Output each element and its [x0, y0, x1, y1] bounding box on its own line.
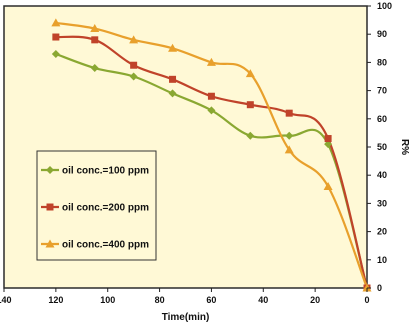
y-tick-label: 20 [377, 227, 387, 237]
data-point-series-1 [90, 64, 99, 73]
y-tick-label: 80 [377, 57, 387, 67]
y-tick-label: 0 [377, 283, 382, 293]
y-axis-title: R% [399, 139, 409, 155]
data-point-series-3 [323, 181, 333, 190]
y-tick-label: 10 [377, 255, 387, 265]
y-tick-label: 30 [377, 198, 387, 208]
data-point-series-3 [206, 57, 216, 66]
legend-swatch-marker [46, 166, 54, 174]
x-tick-label: 0 [364, 295, 369, 305]
series-line-3 [55, 21, 369, 289]
x-tick-label: 140 [0, 295, 12, 305]
x-tick-label: 40 [258, 295, 268, 305]
data-point-series-3 [129, 35, 139, 44]
y-tick-label: 90 [377, 29, 387, 39]
data-point-series-1 [324, 140, 333, 149]
y-tick-label: 100 [377, 1, 392, 11]
data-point-series-2 [207, 92, 215, 100]
y-tick-label: 60 [377, 114, 387, 124]
data-point-series-1 [246, 131, 255, 140]
y-axis-ticks: 0 10 20 30 40 50 60 70 80 90 100 [367, 1, 392, 293]
x-tick-label: 80 [155, 295, 165, 305]
data-point-series-3 [245, 69, 255, 78]
y-tick-label: 50 [377, 142, 387, 152]
data-point-series-2 [52, 33, 60, 41]
legend-label: oil conc.=100 ppm [62, 166, 149, 177]
data-point-series-2 [324, 135, 332, 143]
data-point-series-1 [168, 89, 177, 98]
data-point-series-3 [90, 24, 100, 33]
data-point-series-2 [130, 61, 138, 69]
series-markers [51, 18, 372, 292]
x-tick-label: 120 [48, 295, 63, 305]
data-point-series-3 [51, 18, 61, 27]
data-point-series-1 [51, 49, 60, 58]
legend-label: oil conc.=400 ppm [62, 240, 149, 251]
legend-swatch-marker [46, 203, 54, 211]
data-point-series-1 [207, 106, 216, 115]
data-point-series-3 [168, 43, 178, 52]
data-point-series-2 [169, 75, 177, 83]
y-tick-label: 70 [377, 86, 387, 96]
y-tick-label: 40 [377, 170, 387, 180]
x-tick-label: 60 [206, 295, 216, 305]
x-tick-label: 100 [100, 295, 115, 305]
data-point-series-2 [91, 36, 99, 44]
legend-label: oil conc.=200 ppm [62, 203, 149, 214]
data-point-series-2 [246, 101, 254, 109]
data-point-series-2 [285, 109, 293, 117]
legend-swatch-marker [45, 239, 55, 248]
data-point-series-3 [284, 145, 294, 154]
x-axis-ticks: 140 120 100 80 60 40 20 0 [0, 288, 370, 305]
legend: oil conc.=100 ppm oil conc.=200 ppm oil co… [36, 150, 157, 261]
x-tick-label: 20 [310, 295, 320, 305]
data-point-series-1 [285, 131, 294, 140]
data-point-series-1 [129, 72, 138, 81]
x-axis-title: Time(min) [162, 312, 210, 322]
